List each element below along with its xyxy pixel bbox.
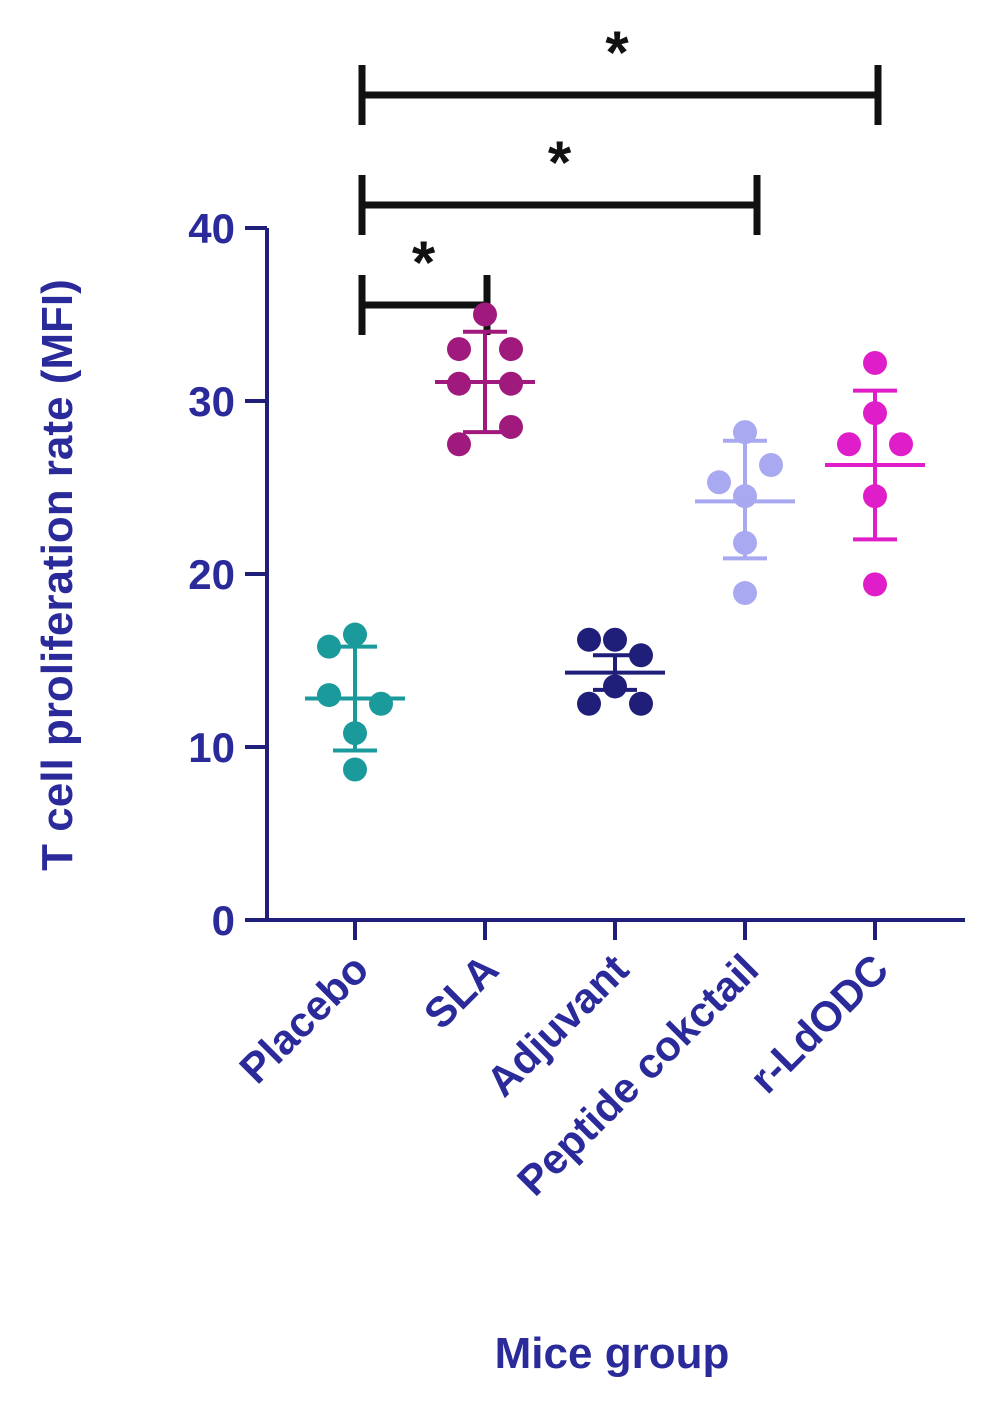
data-point (629, 691, 653, 716)
y-tick-label: 20 (188, 551, 235, 598)
y-tick-label: 0 (212, 897, 235, 944)
data-point (863, 350, 887, 375)
data-series (305, 302, 925, 782)
data-point (447, 432, 471, 457)
series-placebo (305, 622, 405, 782)
x-axis-title: Mice group (495, 1329, 730, 1378)
significance-asterisk: * (605, 19, 629, 86)
y-tick-label: 10 (188, 724, 235, 771)
data-point (837, 432, 861, 457)
y-tick-label: 40 (188, 205, 235, 252)
data-point (889, 432, 913, 457)
data-point (343, 757, 367, 782)
series-peptide-cokctail (695, 420, 795, 606)
significance-brackets: * * * (358, 19, 882, 335)
data-point (317, 683, 341, 708)
x-tick-label: r-LdODC (740, 945, 897, 1102)
series-r-ldodc (825, 350, 925, 597)
data-point (759, 453, 783, 478)
data-point (603, 627, 627, 652)
data-point (577, 691, 601, 716)
data-point (343, 721, 367, 746)
significance-asterisk: * (548, 129, 572, 196)
data-point (863, 401, 887, 426)
significance-asterisk: * (412, 229, 436, 296)
data-point (707, 470, 731, 495)
data-point (369, 691, 393, 716)
data-point (499, 337, 523, 362)
data-point (317, 634, 341, 659)
data-point (343, 622, 367, 647)
data-point (863, 572, 887, 597)
series-adjuvant (565, 627, 665, 716)
x-tick-label: Peptide cokctail (508, 945, 767, 1204)
data-point (447, 337, 471, 362)
data-point (863, 484, 887, 509)
x-tick-label: SLA (415, 945, 508, 1038)
data-point (733, 530, 757, 555)
data-point (473, 302, 497, 327)
data-point (577, 627, 601, 652)
data-point (629, 643, 653, 668)
significance-bracket: * (358, 19, 882, 125)
data-point (499, 414, 523, 439)
y-axis-title: T cell proliferation rate (MFI) (33, 279, 82, 871)
significance-bracket: * (358, 129, 761, 235)
data-point (733, 420, 757, 445)
x-tick-label: Placebo (230, 945, 377, 1092)
series-sla (435, 302, 535, 457)
y-tick-label: 30 (188, 378, 235, 425)
data-point (603, 674, 627, 699)
significance-bracket: * (358, 229, 491, 335)
data-point (733, 581, 757, 606)
data-point (733, 484, 757, 509)
